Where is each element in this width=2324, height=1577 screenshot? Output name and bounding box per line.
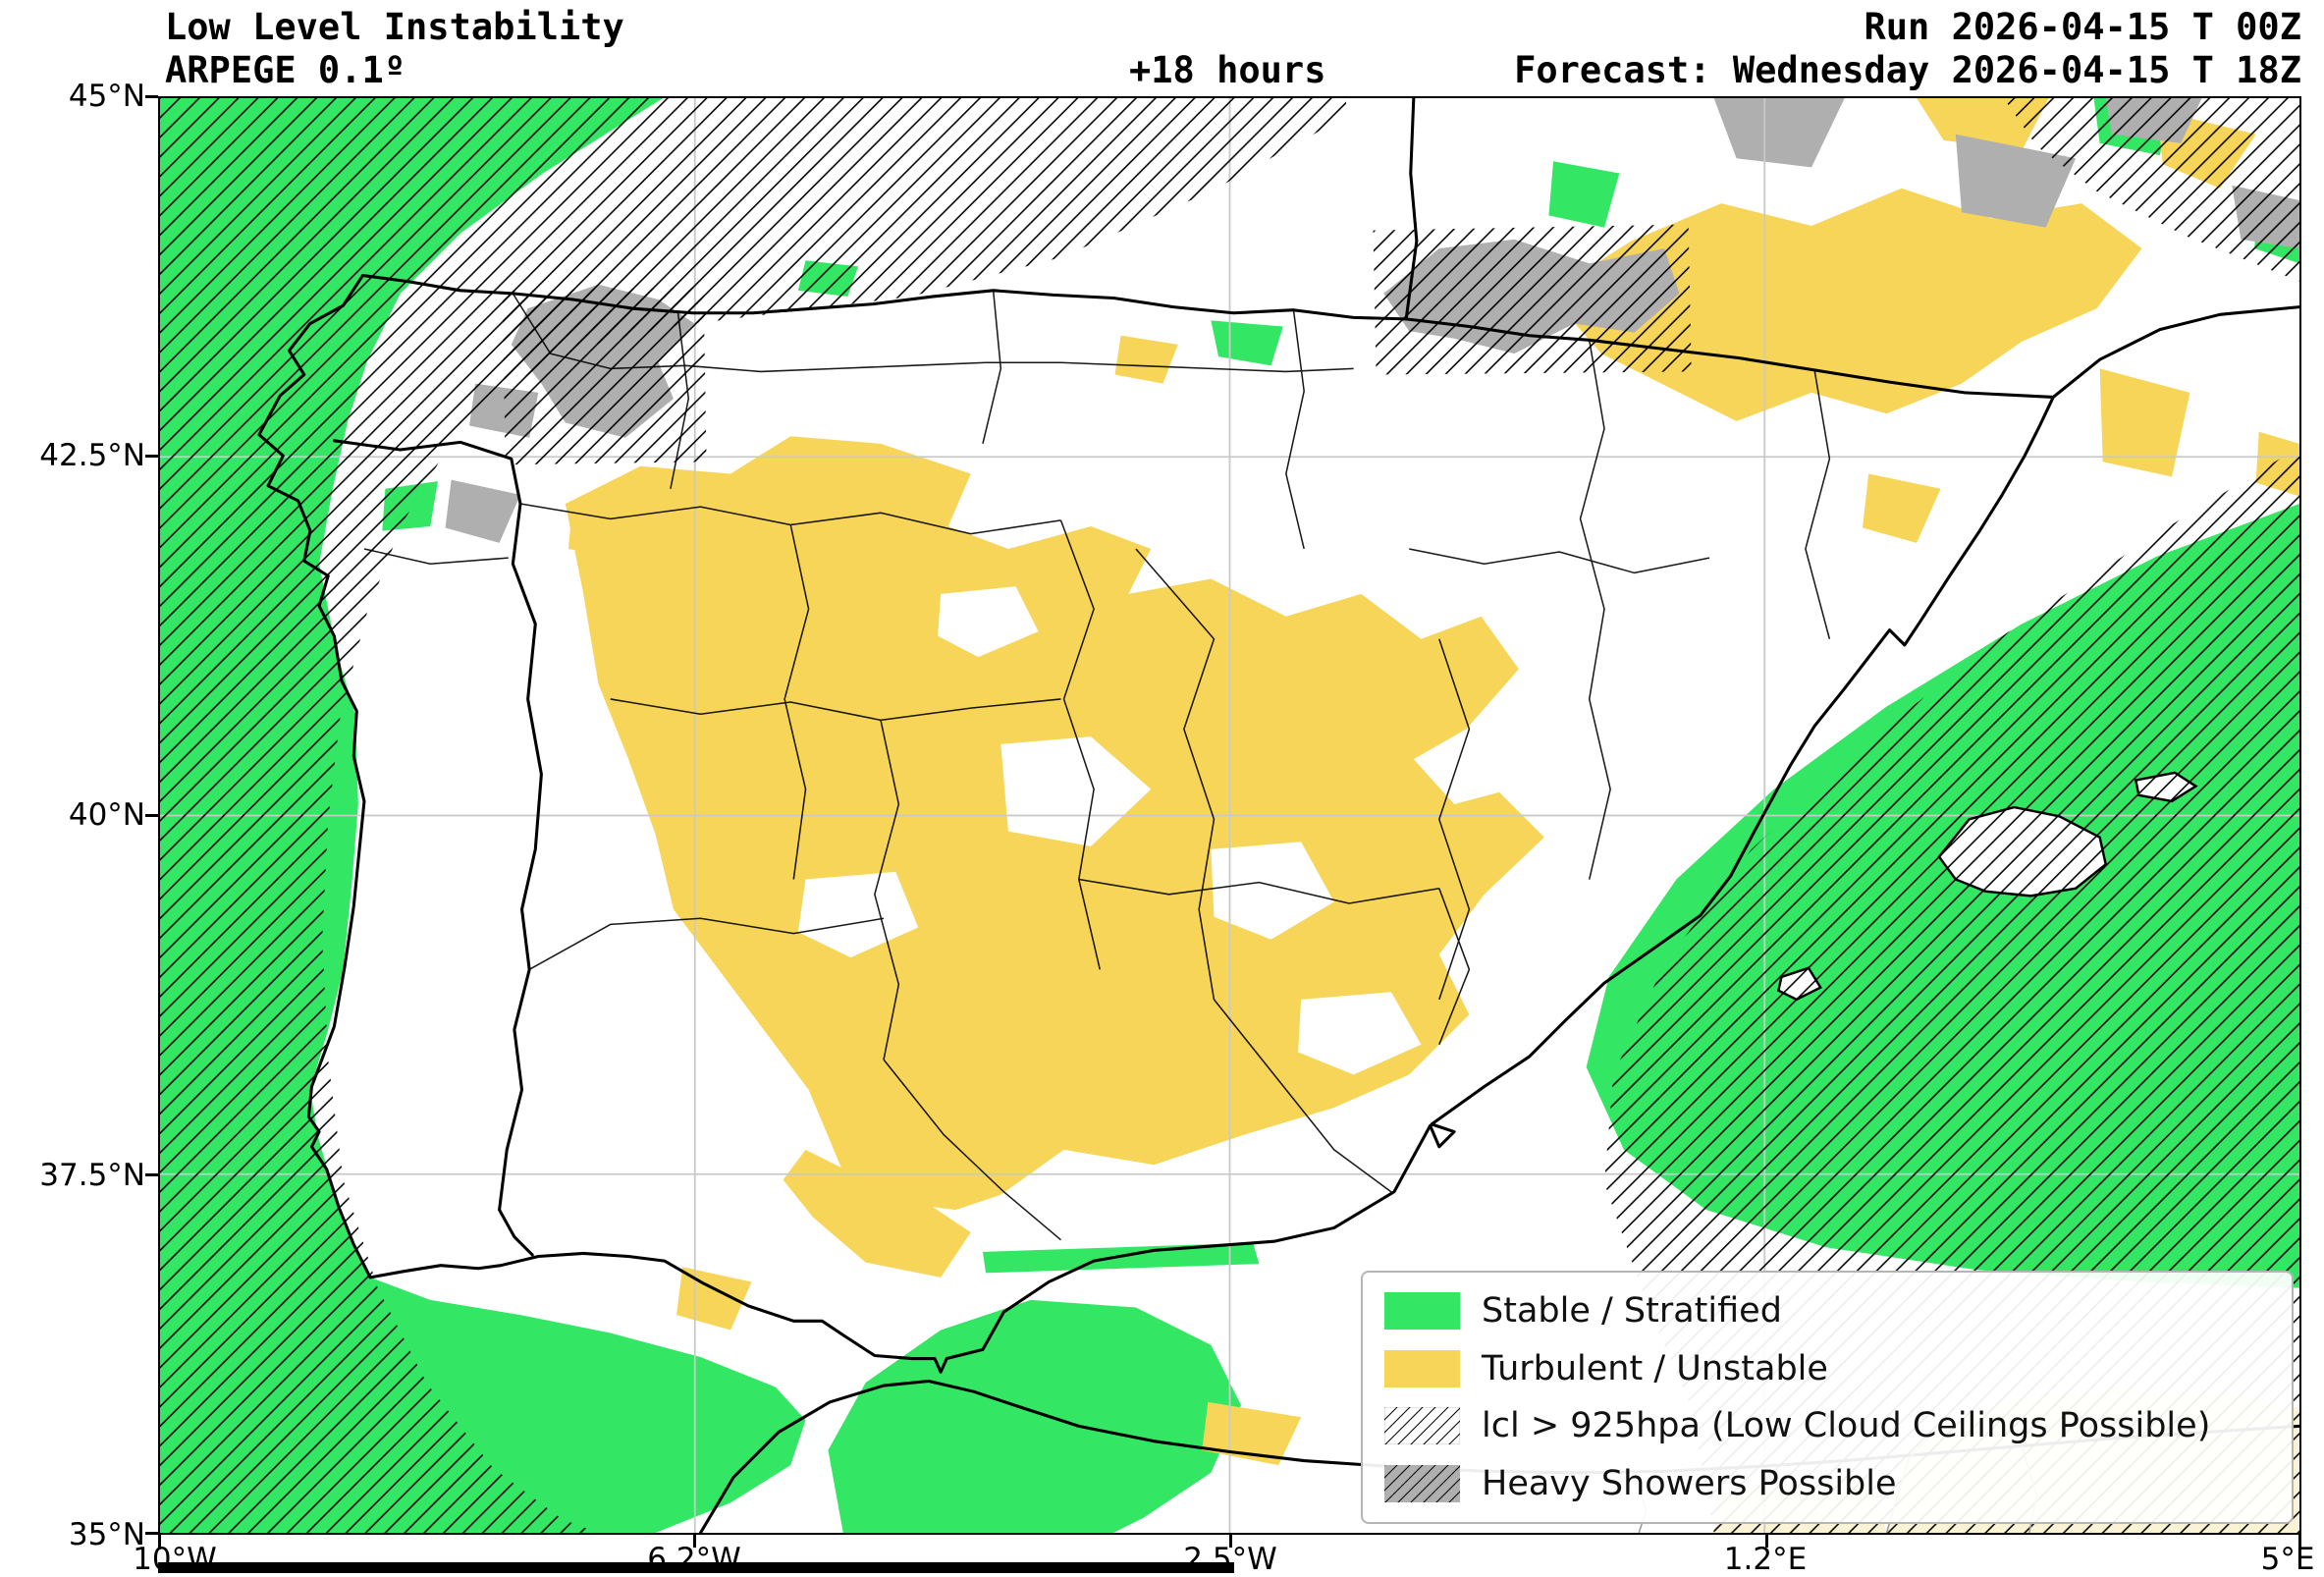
gray-hatch-swatch: [1384, 1464, 1460, 1502]
ytick-mark: [145, 1532, 158, 1535]
xtick-mark: [1229, 1535, 1232, 1548]
turbulent-yellow-swatch: [1384, 1349, 1460, 1387]
ytick-37-5N: 37.5°N: [39, 1158, 145, 1193]
legend-label-turbulent: Turbulent / Unstable: [1482, 1348, 1828, 1388]
map-legend: Stable / Stratified Turbulent / Unstable…: [1361, 1271, 2294, 1524]
xtick-mark: [693, 1535, 696, 1548]
xtick-1-2E: 1.2°E: [1723, 1542, 1808, 1577]
white-holes: [797, 586, 1422, 1075]
map-canvas: [160, 98, 2299, 1533]
ytick-35N: 35°N: [68, 1517, 145, 1552]
lead-time-label: +18 hours: [1129, 49, 1326, 91]
ytick-mark: [145, 95, 158, 98]
bottom-partial-bar: [158, 1562, 1234, 1573]
ytick-mark: [145, 455, 158, 458]
ytick-mark: [145, 814, 158, 817]
xtick-mark: [2298, 1535, 2301, 1548]
legend-label-stable: Stable / Stratified: [1482, 1291, 1782, 1332]
forecast-label: Forecast: Wednesday 2026-04-15 T 18Z: [1514, 49, 2301, 91]
legend-item-turbulent: Turbulent / Unstable: [1384, 1349, 2270, 1388]
legend-item-stable: Stable / Stratified: [1384, 1291, 2270, 1331]
page-title: Low Level Instability: [165, 6, 624, 48]
xtick-5E: 5°E: [2260, 1542, 2315, 1577]
hatch-overlay: [160, 98, 2299, 1533]
ytick-40N: 40°N: [68, 797, 145, 833]
run-label: Run 2026-04-15 T 00Z: [1864, 6, 2301, 48]
ytick-42-5N: 42.5°N: [39, 438, 145, 473]
ytick-45N: 45°N: [68, 79, 145, 114]
province-borders: [363, 290, 1831, 1241]
xtick-mark: [158, 1535, 161, 1548]
legend-label-lcl: lcl > 925hpa (Low Cloud Ceilings Possibl…: [1482, 1406, 2211, 1446]
model-label: ARPEGE 0.1º: [165, 49, 406, 91]
map-plot-area: [158, 96, 2301, 1535]
legend-label-showers: Heavy Showers Possible: [1482, 1463, 1897, 1503]
xtick-mark: [1765, 1535, 1768, 1548]
legend-item-showers: Heavy Showers Possible: [1384, 1464, 2270, 1503]
legend-item-lcl: lcl > 925hpa (Low Cloud Ceilings Possibl…: [1384, 1406, 2270, 1445]
stable-green-swatch: [1384, 1292, 1460, 1331]
hatch-swatch: [1384, 1407, 1460, 1445]
ytick-mark: [145, 1173, 158, 1176]
